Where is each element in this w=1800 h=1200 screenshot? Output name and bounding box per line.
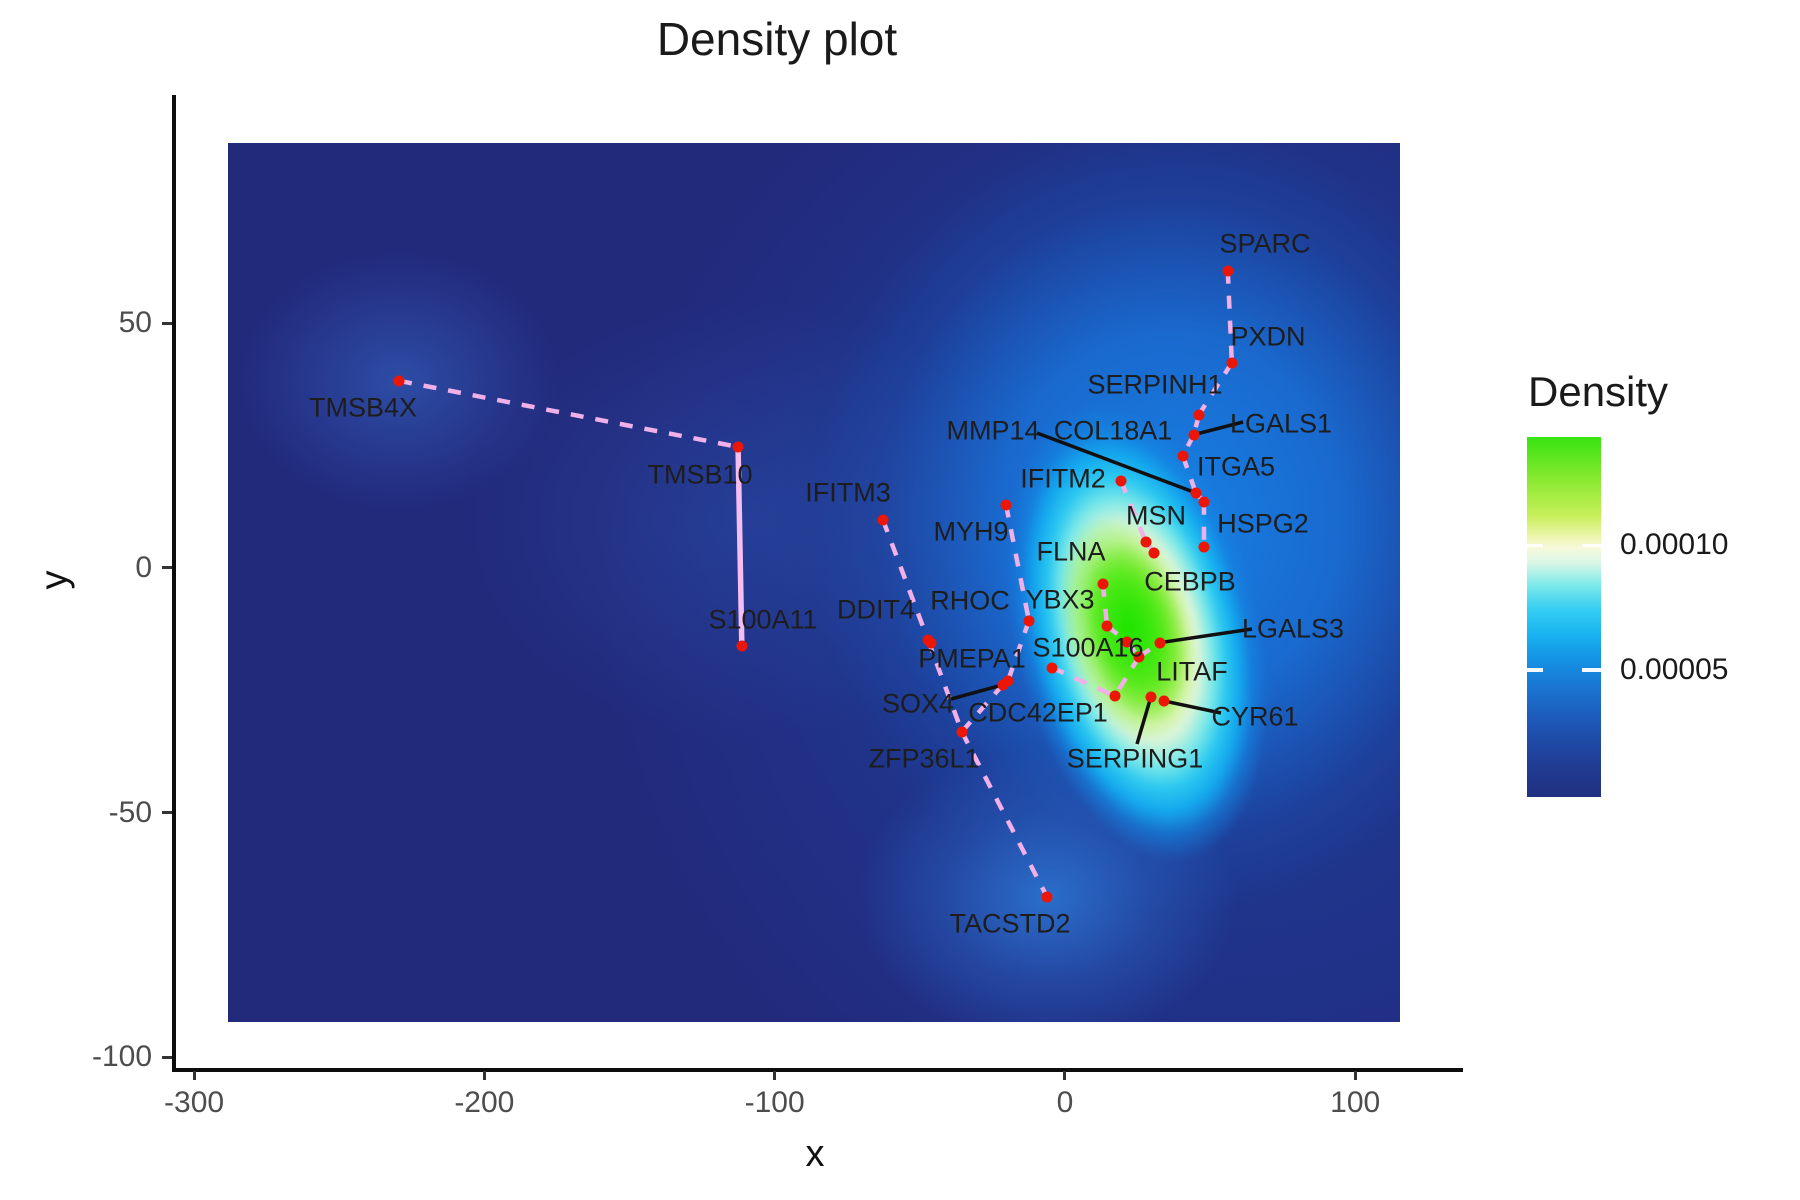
gene-label-TMSB10: TMSB10 [647,459,753,490]
gene-point-CDC42EP1 [1002,675,1014,687]
legend-tick-mark [1582,668,1601,672]
gene-label-IFITM3: IFITM3 [805,477,891,508]
gene-point-LGALS1 [1188,429,1200,441]
gene-point-HSPG2 [1198,541,1210,553]
gene-point-MMP14 [1190,487,1202,499]
gene-label-MSN: MSN [1126,500,1186,531]
gene-label-COL18A1: COL18A1 [1053,415,1173,446]
y-tick-label: 50 [118,306,152,340]
gene-label-FLNA: FLNA [1036,536,1106,567]
gene-point-CEBPB [1148,547,1160,559]
gene-label-SERPING1: SERPING1 [1066,743,1204,774]
gene-label-YBX3: YBX3 [1025,584,1095,615]
gene-point-CYR61 [1158,695,1170,707]
y-tick-mark [162,321,172,325]
gene-point-S100A16 [1046,662,1058,674]
gene-point-PMEPA1 [925,637,937,649]
legend-tick-mark [1527,543,1543,547]
x-tick-label: -300 [164,1086,225,1119]
y-axis-title: y [33,570,76,590]
x-axis-line [172,1068,1463,1072]
gene-point-IFITM3 [877,514,889,526]
x-tick-label: -100 [744,1086,805,1119]
gene-point-U1 [1121,636,1133,648]
gene-label-S100A16: S100A16 [1032,632,1144,663]
gene-point-U2 [1133,651,1145,663]
gene-label-ZFP36L1: ZFP36L1 [868,743,980,774]
gene-label-ITGA5: ITGA5 [1196,451,1276,482]
gene-point-TMSB10 [732,441,744,453]
gene-label-SPARC: SPARC [1219,228,1311,259]
x-axis-title: x [805,1133,825,1175]
legend-tick-mark [1527,668,1543,672]
gene-point-COL18A1 [1177,450,1189,462]
gene-point-FLNA [1097,578,1109,590]
gene-label-S100A11: S100A11 [708,604,818,635]
y-tick-mark [162,811,172,814]
gene-label-MMP14: MMP14 [946,415,1040,446]
gene-point-S100A11 [736,640,748,652]
gene-point-ZFP36L1 [956,726,968,738]
gene-point-SERPING1 [1145,691,1157,703]
gene-label-MYH9: MYH9 [933,516,1009,547]
gene-point-ITGA5 [1198,496,1210,508]
gene-label-SOX4: SOX4 [881,688,955,719]
density-raster [228,143,1400,1022]
y-tick-label: -100 [91,1040,152,1074]
x-tick-label: -200 [454,1086,515,1119]
x-tick-mark [482,1071,486,1080]
gene-label-TACSTD2: TACSTD2 [949,908,1071,939]
y-tick-mark [162,566,172,570]
gene-point-YBX3 [1101,620,1113,632]
legend-title: Density [1528,368,1669,415]
gene-label-CDC42EP1: CDC42EP1 [968,697,1108,728]
gene-point-MYH9 [1000,499,1012,511]
gene-point-PXDN [1226,357,1238,369]
y-tick-label: 0 [135,550,152,584]
legend-tick-mark [1582,543,1601,547]
gene-label-PXDN: PXDN [1230,321,1306,352]
chart-title: Density plot [656,13,898,65]
gene-label-SERPINH1: SERPINH1 [1087,369,1223,400]
legend-tick-label: 0.00010 [1620,528,1729,561]
gene-point-RHOC [1023,615,1035,627]
gene-point-SOX4 [997,679,1009,691]
x-tick-mark [192,1071,196,1080]
gene-point-LITAF [1109,690,1121,702]
gene-label-PMEPA1: PMEPA1 [918,643,1026,674]
y-axis-line [172,95,176,1071]
y-tick-label: -50 [108,795,152,829]
gene-label-IFITM2: IFITM2 [1020,463,1106,494]
gene-label-CEBPB: CEBPB [1144,566,1236,597]
gene-label-LGALS3: LGALS3 [1241,613,1345,644]
gene-label-TMSB4X: TMSB4X [308,392,418,423]
x-tick-mark [773,1071,777,1080]
x-tick-label: 0 [1056,1086,1074,1119]
gene-label-HSPG2: HSPG2 [1217,508,1309,539]
x-tick-mark [1353,1071,1357,1080]
gene-point-LGALS3 [1154,637,1166,649]
gene-point-TMSB4X [393,375,405,387]
gene-label-CYR61: CYR61 [1211,701,1299,732]
legend-colorbar [1527,437,1601,797]
gene-label-LGALS1: LGALS1 [1229,408,1333,439]
gene-label-DDIT4: DDIT4 [836,594,916,625]
legend-tick-label: 0.00005 [1620,652,1729,686]
gene-point-SPARC [1222,265,1234,277]
gene-point-TACSTD2 [1041,891,1053,903]
x-tick-mark [1063,1071,1067,1080]
gene-point-MSN [1140,536,1152,548]
gene-point-IFITM2 [1115,475,1127,487]
gene-point-SERPINH1 [1193,409,1205,421]
gene-label-LITAF: LITAF [1156,656,1228,687]
x-tick-label: 100 [1330,1086,1381,1119]
gene-label-RHOC: RHOC [930,585,1010,616]
y-tick-mark [162,1055,172,1059]
